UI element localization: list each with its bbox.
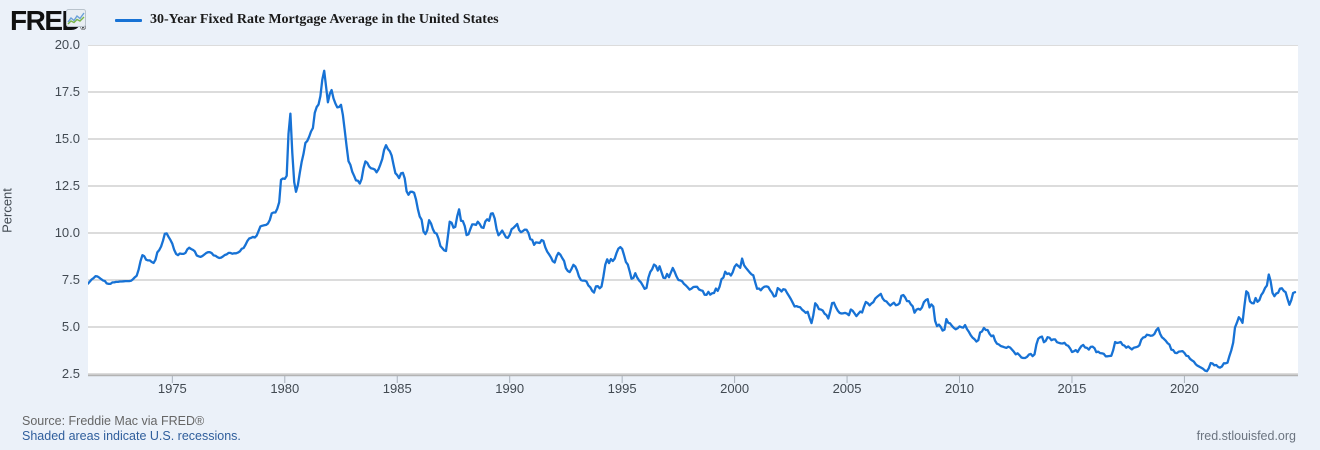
y-tick-label: 15.0: [54, 131, 80, 146]
series-line[interactable]: [88, 69, 1297, 373]
fred-logo-chart-icon: [66, 9, 86, 27]
y-tick-label: 5.0: [61, 319, 80, 334]
series-title[interactable]: 30-Year Fixed Rate Mortgage Average in t…: [150, 12, 499, 27]
x-tick-label: 2020: [1169, 381, 1199, 396]
x-tick-label: 1990: [495, 381, 525, 396]
x-tick-label: 1995: [607, 381, 637, 396]
y-tick-label: 7.5: [61, 272, 80, 287]
y-tick-label: 10.0: [54, 225, 80, 240]
x-tick-label: 1975: [157, 381, 187, 396]
x-tick-label: 1985: [382, 381, 412, 396]
x-tick-label: 1980: [270, 381, 300, 396]
y-tick-label: 12.5: [54, 178, 80, 193]
x-tick-label: 2010: [945, 381, 974, 396]
y-tick-label: 20.0: [54, 37, 80, 52]
legend-line-swatch: [115, 19, 142, 22]
chart-plot-area[interactable]: [88, 45, 1298, 376]
source-text: Source: Freddie Mac via FRED®: [22, 414, 205, 428]
gridlines: [88, 45, 1298, 375]
recession-note-link[interactable]: Shaded areas indicate U.S. recessions.: [22, 429, 241, 443]
y-tick-label: 17.5: [54, 84, 80, 99]
fred-logo-registered-mark: ®: [80, 23, 87, 32]
x-axis-tick-marks: [171, 376, 1185, 383]
x-tick-label: 2005: [832, 381, 862, 396]
chart-plot-svg[interactable]: [88, 45, 1298, 385]
y-tick-label: 2.5: [61, 366, 80, 381]
site-link[interactable]: fred.stlouisfed.org: [1196, 429, 1296, 443]
x-tick-label: 2000: [720, 381, 750, 396]
x-tick-label: 2015: [1057, 381, 1087, 396]
